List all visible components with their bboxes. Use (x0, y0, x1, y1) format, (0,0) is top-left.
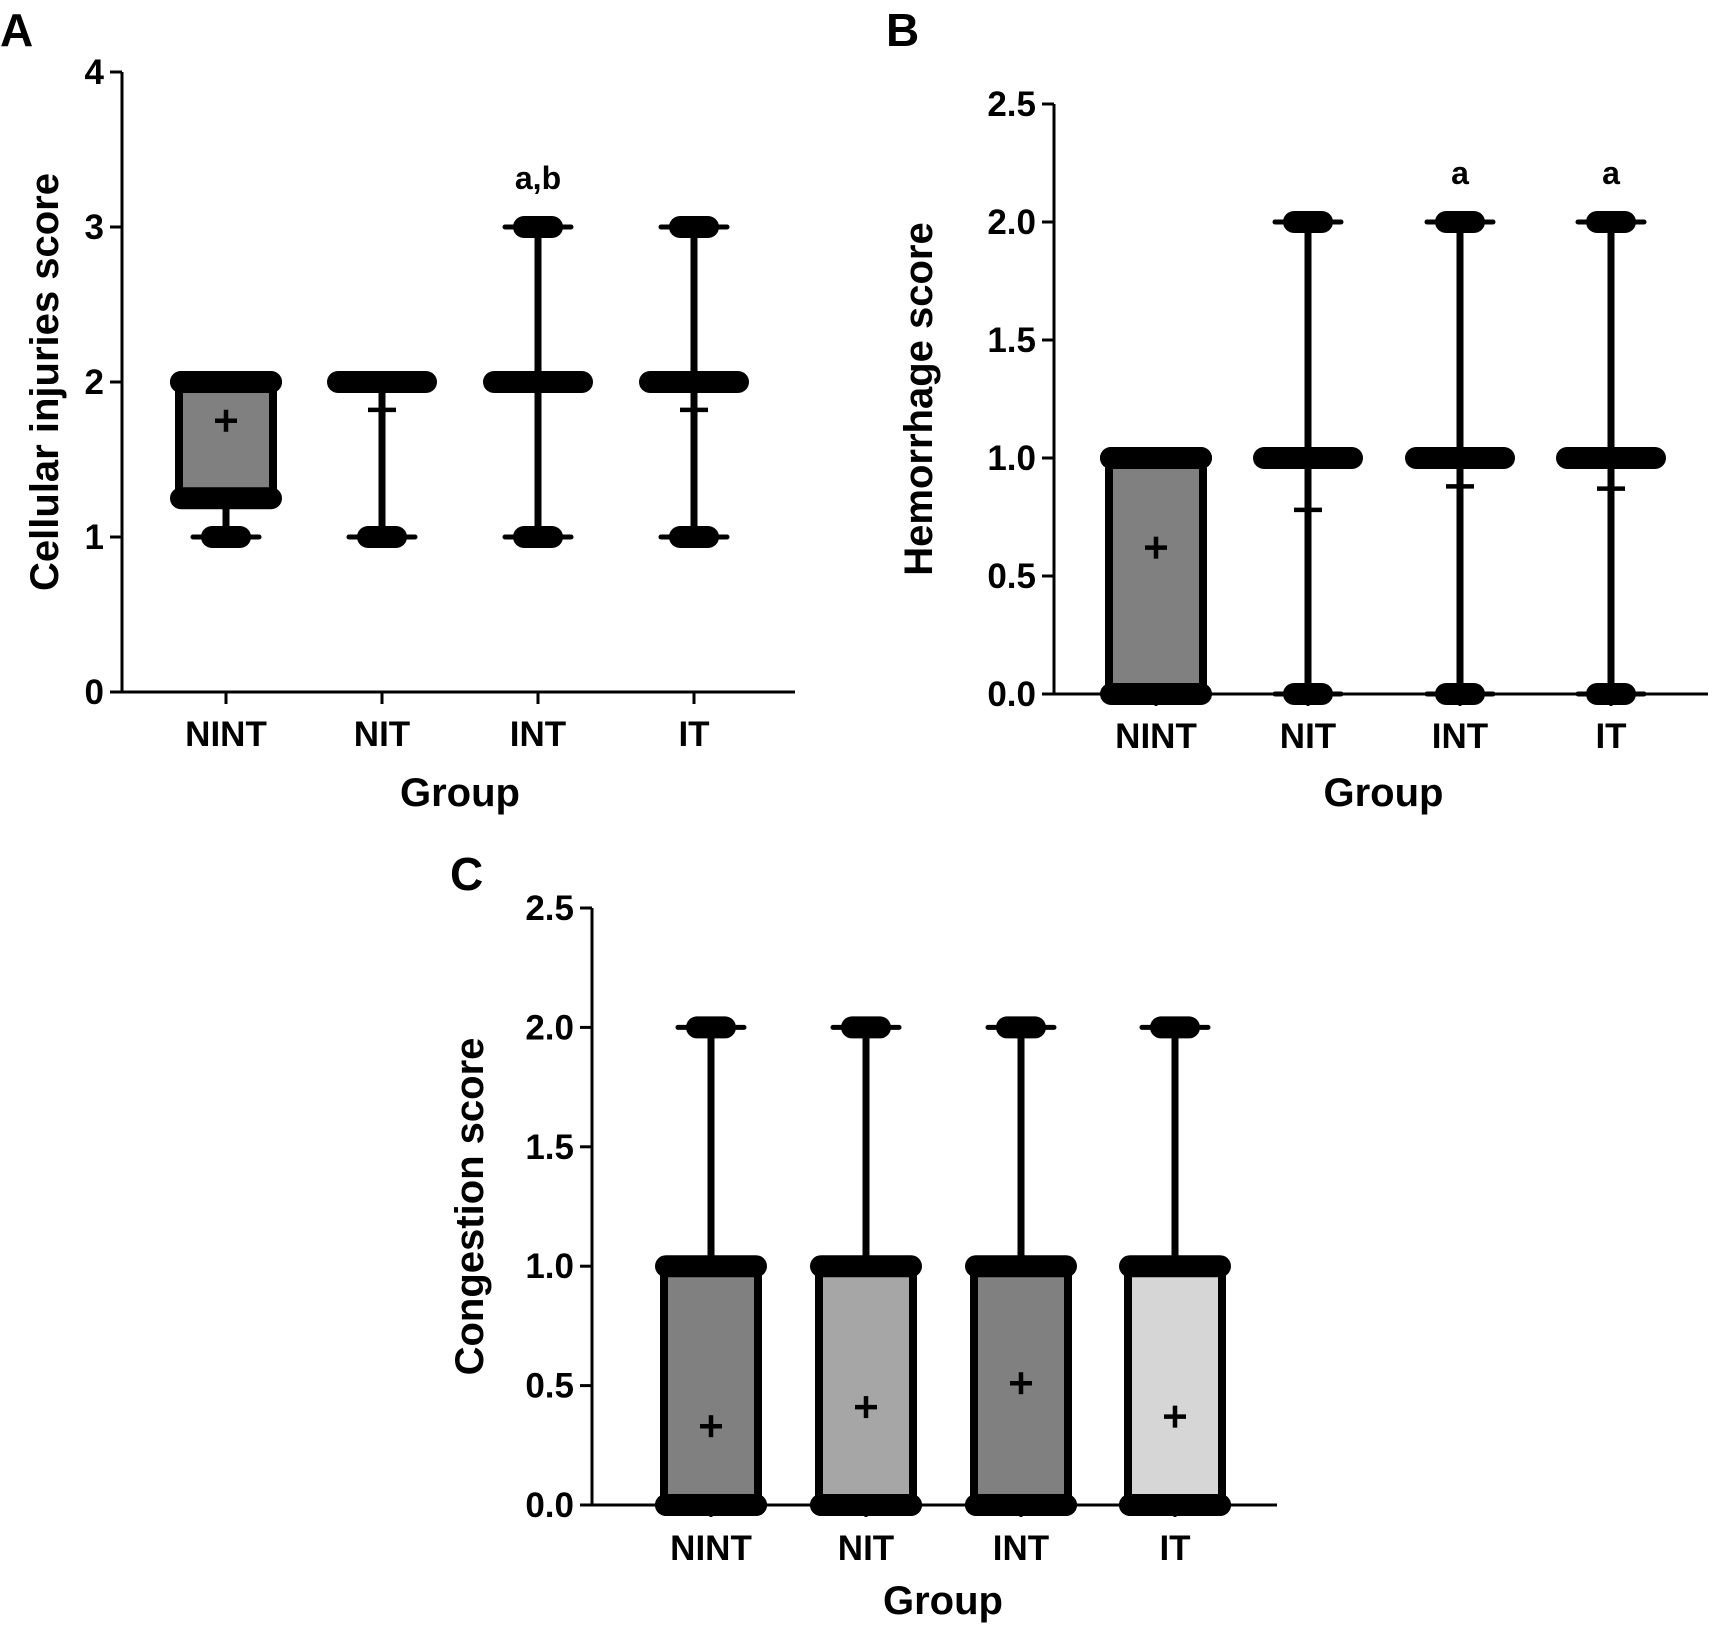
panel-b: B 0.0 0.5 1.0 1.5 2.0 2.5 Hemorrhage score Group… (886, 4, 1708, 815)
box-rect (1124, 1262, 1226, 1509)
y-tick-label: 0.0 (525, 1486, 574, 1525)
x-tick-label: NINT (1115, 717, 1197, 756)
panel-a: A 0 1 2 3 4 Cellular injuries score Group NINT NI… (0, 4, 795, 815)
x-tick-label: NIT (838, 1529, 894, 1568)
y-tick-label: 2.5 (525, 889, 574, 928)
x-tick-label: INT (993, 1529, 1049, 1568)
x-tick-label: IT (1159, 1529, 1190, 1568)
y-tick-label: 1 (85, 518, 104, 557)
box-rect (1105, 454, 1207, 698)
panel-letter: A (0, 4, 33, 56)
x-axis-title: Group (1324, 771, 1444, 815)
y-axis-title: Congestion score (448, 1038, 492, 1376)
significance-label: a,b (515, 160, 561, 196)
y-tick-label: 3 (85, 208, 104, 247)
y-tick-label: 0.5 (525, 1367, 574, 1406)
y-tick-label: 0.0 (987, 675, 1036, 714)
box-nint: NINT (170, 371, 282, 754)
box-nint: NINT (655, 1016, 767, 1568)
y-tick-label: 4 (85, 53, 105, 92)
x-tick-label: IT (1595, 717, 1626, 756)
y-tick-label: 1.0 (987, 439, 1036, 478)
x-axis-title: Group (883, 1579, 1003, 1623)
box-int: INT (965, 1016, 1077, 1568)
y-axis-title: Cellular injuries score (23, 173, 67, 591)
significance-label: a (1451, 155, 1469, 191)
panel-letter: C (450, 848, 483, 900)
y-tick-label: 0.5 (987, 557, 1036, 596)
panel-letter: B (886, 4, 919, 56)
x-tick-label: INT (510, 715, 566, 754)
significance-label: a (1602, 155, 1620, 191)
x-tick-label: NIT (354, 715, 410, 754)
y-tick-label: 1.0 (525, 1247, 574, 1286)
box-it: IT (639, 216, 749, 754)
box-it: IT (1119, 1016, 1231, 1568)
box-nint: NINT (1100, 447, 1212, 756)
box-int: INT a,b (483, 160, 593, 754)
box-int: INT a (1405, 155, 1515, 756)
x-tick-label: NINT (670, 1529, 752, 1568)
y-tick-label: 2 (85, 363, 104, 402)
y-tick-label: 1.5 (525, 1128, 574, 1167)
box-rect (175, 378, 277, 503)
x-tick-label: IT (678, 715, 709, 754)
box-nit: NIT (810, 1016, 922, 1568)
y-tick-label: 0 (85, 673, 104, 712)
y-tick-label: 2.0 (525, 1008, 574, 1047)
panel-c: C 0.0 0.5 1.0 1.5 2.0 2.5 Congestion score Group… (448, 848, 1277, 1623)
y-axis-title: Hemorrhage score (897, 222, 941, 575)
y-tick-label: 2.5 (987, 85, 1036, 124)
y-tick-label: 1.5 (987, 321, 1036, 360)
x-tick-label: NIT (1280, 717, 1336, 756)
x-tick-label: NINT (185, 715, 267, 754)
box-rect (815, 1262, 917, 1509)
box-rect (660, 1262, 762, 1509)
box-nit: NIT (327, 371, 437, 754)
x-axis-title: Group (400, 771, 520, 815)
y-tick-label: 2.0 (987, 203, 1036, 242)
box-it: IT a (1556, 155, 1666, 756)
x-tick-label: INT (1432, 717, 1488, 756)
box-nit: NIT (1253, 211, 1363, 756)
